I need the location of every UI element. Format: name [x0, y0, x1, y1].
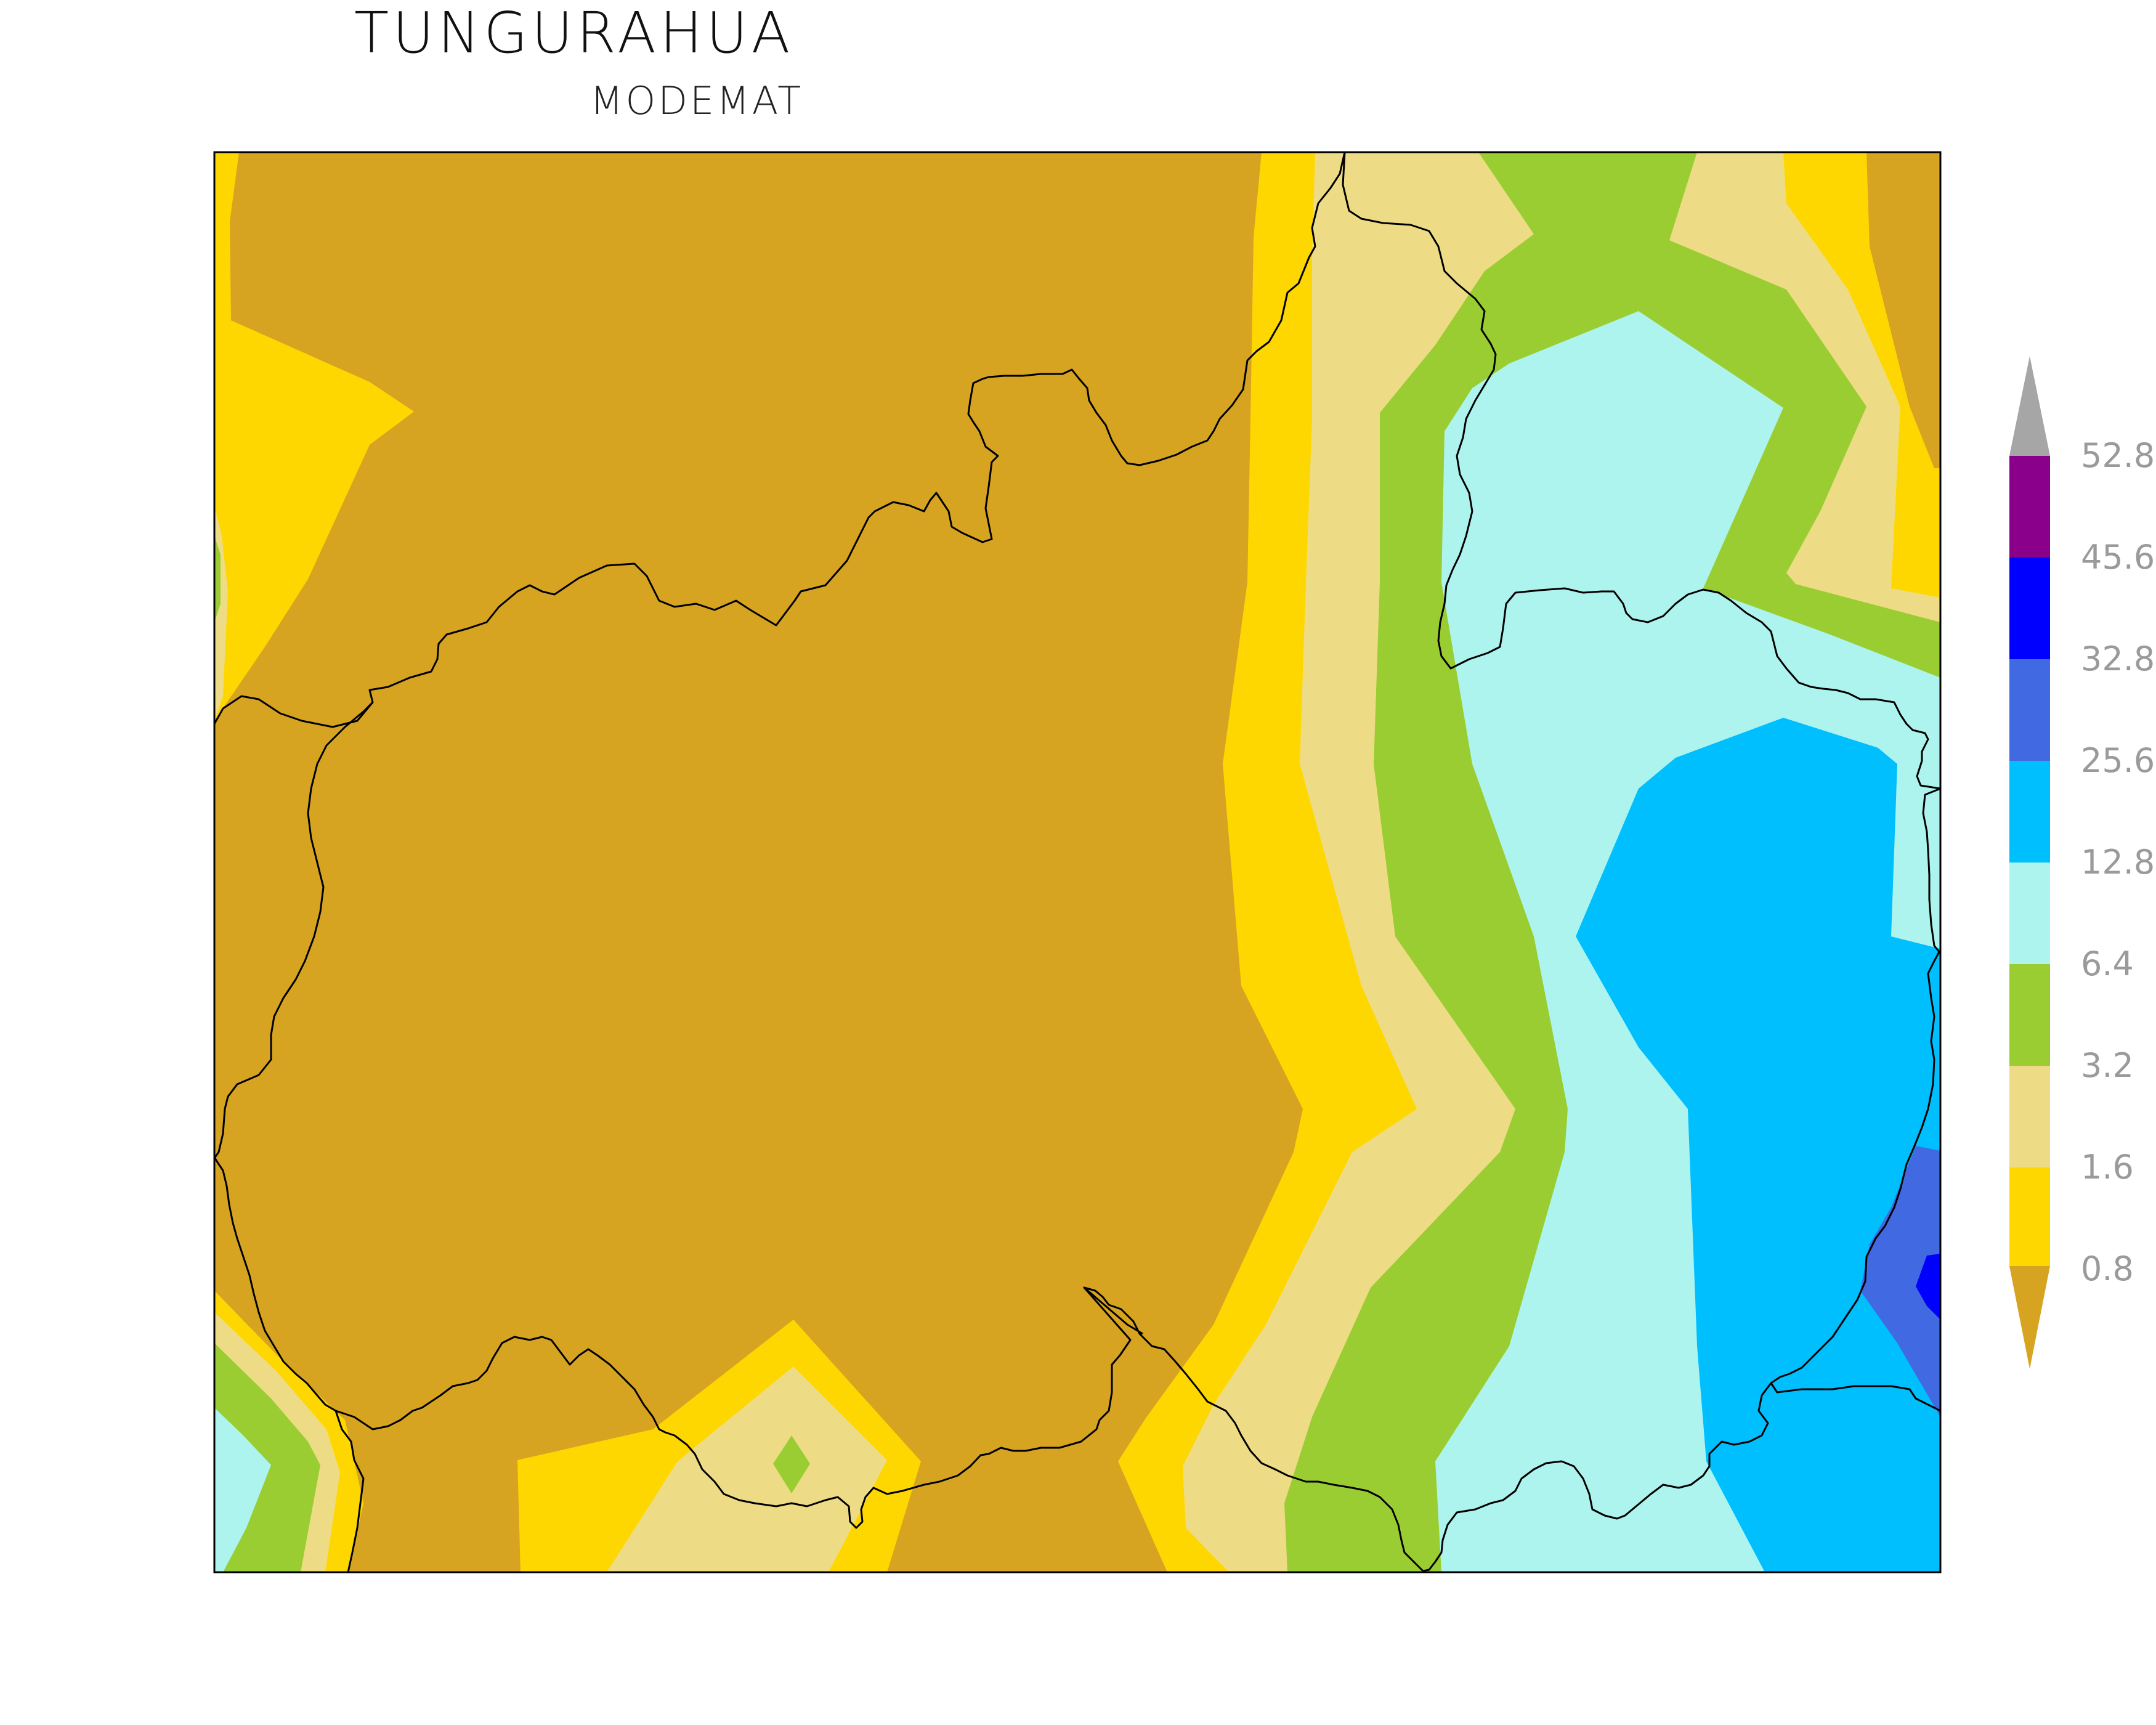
south-edge-border	[334, 1410, 365, 1572]
colorbar-swatch-6.4	[2009, 964, 2050, 1066]
colorbar-label-52.8: 52.8	[2081, 436, 2155, 475]
colorbar-swatch-12.8	[2009, 862, 2050, 964]
colorbar-label-6.4: 6.4	[2081, 944, 2134, 983]
map-subtitle: MODEMAT	[590, 78, 804, 123]
internal-border	[214, 701, 374, 1159]
region-6.4-12.8-southwest	[214, 1408, 271, 1572]
contour-fill	[214, 152, 1940, 1572]
colorbar-swatch-25.6	[2009, 761, 2050, 862]
region-25.6-32.8-east	[1860, 1146, 1940, 1417]
colorbar-label-3.2: 3.2	[2081, 1046, 2134, 1085]
colorbar-label-12.8: 12.8	[2081, 843, 2155, 882]
colorbar-swatch-1.6	[2009, 1167, 2050, 1266]
colorbar-label-45.6: 45.6	[2081, 538, 2155, 577]
colorbar-under-arrow	[2009, 1266, 2050, 1369]
colorbar-swatch-3.2	[2009, 1066, 2050, 1167]
region-6.4-12.8-northeast-strip	[1737, 622, 1940, 949]
region-3.2-6.4-west-edge	[214, 536, 221, 622]
colorbar-swatch-45.6	[2009, 558, 2050, 659]
region-0.8-1.6-northwest	[214, 152, 414, 721]
map-title: TUNGURAHUA	[354, 0, 794, 66]
region-32.8-45.6-east	[1916, 1254, 1940, 1320]
map-frame	[213, 151, 1942, 1573]
colorbar-label-25.6: 25.6	[2081, 741, 2155, 780]
province-border	[214, 152, 1940, 1572]
colorbar-swatch-32.8	[2009, 659, 2050, 761]
colorbar-swatch-52.8	[2009, 456, 2050, 558]
colorbar-label-0.8: 0.8	[2081, 1249, 2134, 1288]
colorbar	[2009, 356, 2050, 1369]
colorbar-label-32.8: 32.8	[2081, 639, 2155, 678]
colorbar-label-1.6: 1.6	[2081, 1148, 2134, 1187]
region-12.8-25.6-east	[1576, 718, 1940, 1572]
region-1.6-3.2-south	[607, 1366, 887, 1572]
region-below-0.8-northeast	[1866, 152, 1940, 468]
region-3.2-6.4-south-spot	[773, 1435, 810, 1493]
colorbar-over-arrow	[2009, 356, 2050, 456]
